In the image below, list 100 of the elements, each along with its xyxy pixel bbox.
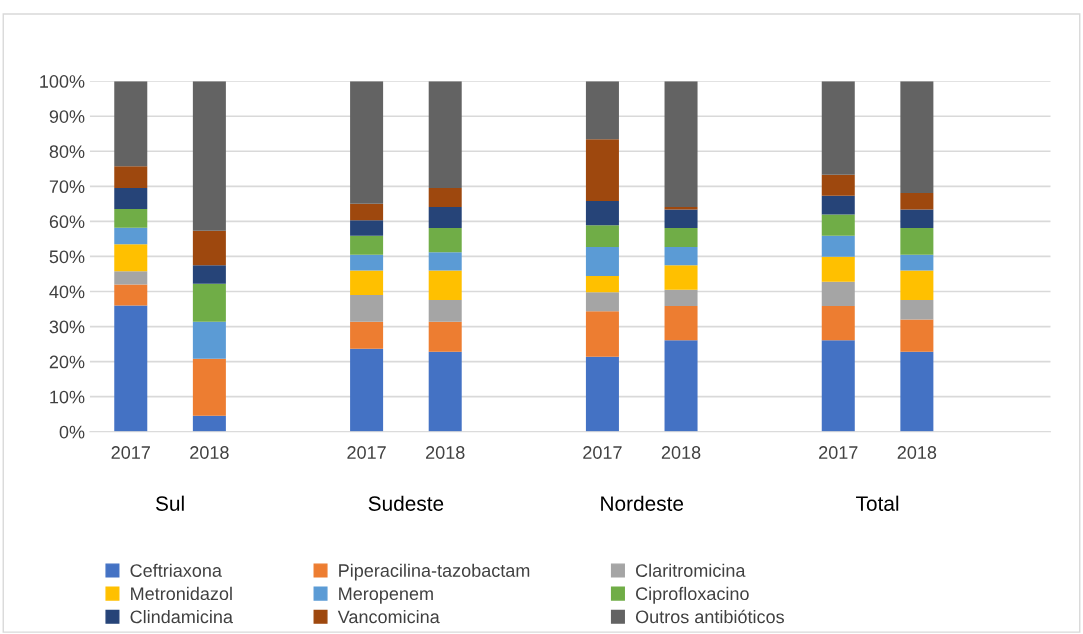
bar: [900, 228, 934, 255]
legend-label: Metronidazol: [131, 586, 232, 601]
y-tick-label: 70%: [49, 180, 85, 194]
bar: [114, 284, 148, 306]
x-tick-label: 2017: [111, 446, 150, 459]
bar: [192, 81, 226, 231]
legend-label: Claritromicina: [636, 563, 746, 577]
bar: [821, 81, 855, 175]
x-tick-label: 2018: [190, 446, 229, 459]
bar: [900, 319, 934, 352]
legend-label: Meropenem: [339, 587, 433, 604]
bar: [664, 305, 698, 341]
bar: [900, 209, 934, 229]
bar: [585, 276, 619, 293]
bar: [821, 174, 855, 196]
y-tick-label: 100%: [40, 75, 85, 88]
legend-label: Vancomicina: [337, 610, 440, 624]
bar: [900, 81, 934, 193]
bar: [585, 81, 619, 140]
y-tick-label: 30%: [49, 320, 85, 334]
bar: [114, 188, 148, 210]
bar: [350, 220, 384, 236]
bar: [900, 254, 934, 271]
y-tick-label: 40%: [49, 285, 85, 299]
bar: [664, 246, 698, 266]
bar: [428, 299, 462, 322]
bar: [821, 305, 855, 341]
text: Sudeste: [368, 495, 444, 511]
bar: [428, 207, 462, 229]
y-tick-label: 60%: [49, 215, 85, 229]
bar: [192, 283, 226, 322]
x-tick-label: 2017: [347, 446, 386, 459]
x-tick-label: 2018: [897, 446, 937, 459]
x-tick-label: 2018: [426, 446, 465, 459]
bar: [585, 225, 619, 247]
bar: [585, 356, 619, 432]
bar: [350, 270, 384, 296]
bar: [664, 209, 698, 229]
bar: [428, 252, 462, 271]
text: Nordeste: [601, 495, 684, 511]
bar: [664, 81, 698, 208]
bar: [900, 192, 934, 210]
bar: [821, 195, 855, 215]
x-tick-label: 2017: [583, 446, 622, 459]
bar: [428, 270, 462, 300]
bar: [585, 311, 619, 357]
legend-label: Ceftriaxona: [130, 563, 222, 577]
bar: [428, 351, 462, 432]
bar: [350, 295, 384, 322]
bar: [350, 81, 384, 204]
bar: [428, 81, 462, 189]
bar: [428, 188, 462, 208]
bar: [664, 228, 698, 247]
x-tick-label: 2017: [819, 446, 858, 459]
legend-label: Clindamicina: [130, 610, 233, 624]
bar: [664, 340, 698, 432]
bar: [664, 265, 698, 290]
bar: [114, 209, 148, 228]
y-tick-label: 20%: [49, 355, 85, 369]
bar: [821, 235, 855, 257]
bar: [585, 246, 619, 277]
bar: [900, 270, 934, 300]
bar: [114, 305, 148, 432]
bar: [900, 351, 934, 432]
bar: [585, 292, 619, 312]
bar: [350, 235, 384, 255]
y-tick-label: 10%: [50, 390, 85, 404]
bar: [585, 139, 619, 202]
bar: [114, 244, 148, 272]
bar: [114, 166, 148, 189]
text: Sul: [155, 495, 184, 511]
bar: [114, 81, 148, 167]
legend-label: Outros antibióticos: [635, 609, 784, 624]
bar: [114, 271, 148, 285]
bar: [114, 227, 148, 245]
text: Total: [856, 495, 899, 511]
bar: [821, 256, 855, 282]
bar: [350, 203, 384, 221]
y-tick-label: 0%: [59, 425, 85, 439]
bar: [428, 321, 462, 352]
bar: [585, 201, 619, 226]
x-tick-label: 2018: [661, 446, 701, 459]
bar: [821, 281, 855, 306]
legend-label: Piperacilina-tazobactam: [339, 563, 530, 581]
bar: [821, 214, 855, 236]
bar: [192, 321, 226, 359]
legend-label: Ciprofloxacino: [636, 586, 749, 604]
bar: [192, 358, 226, 416]
bar: [350, 321, 384, 349]
y-tick-label: 80%: [49, 145, 85, 158]
y-tick-label: 90%: [49, 110, 85, 123]
bar: [350, 254, 384, 271]
y-tick-label: 50%: [49, 250, 85, 264]
bar: [192, 265, 226, 284]
bar: [821, 340, 855, 432]
bar: [350, 348, 384, 432]
bar: [900, 299, 934, 320]
bar: [664, 289, 698, 306]
bar: [192, 230, 226, 266]
bar: [428, 228, 462, 253]
